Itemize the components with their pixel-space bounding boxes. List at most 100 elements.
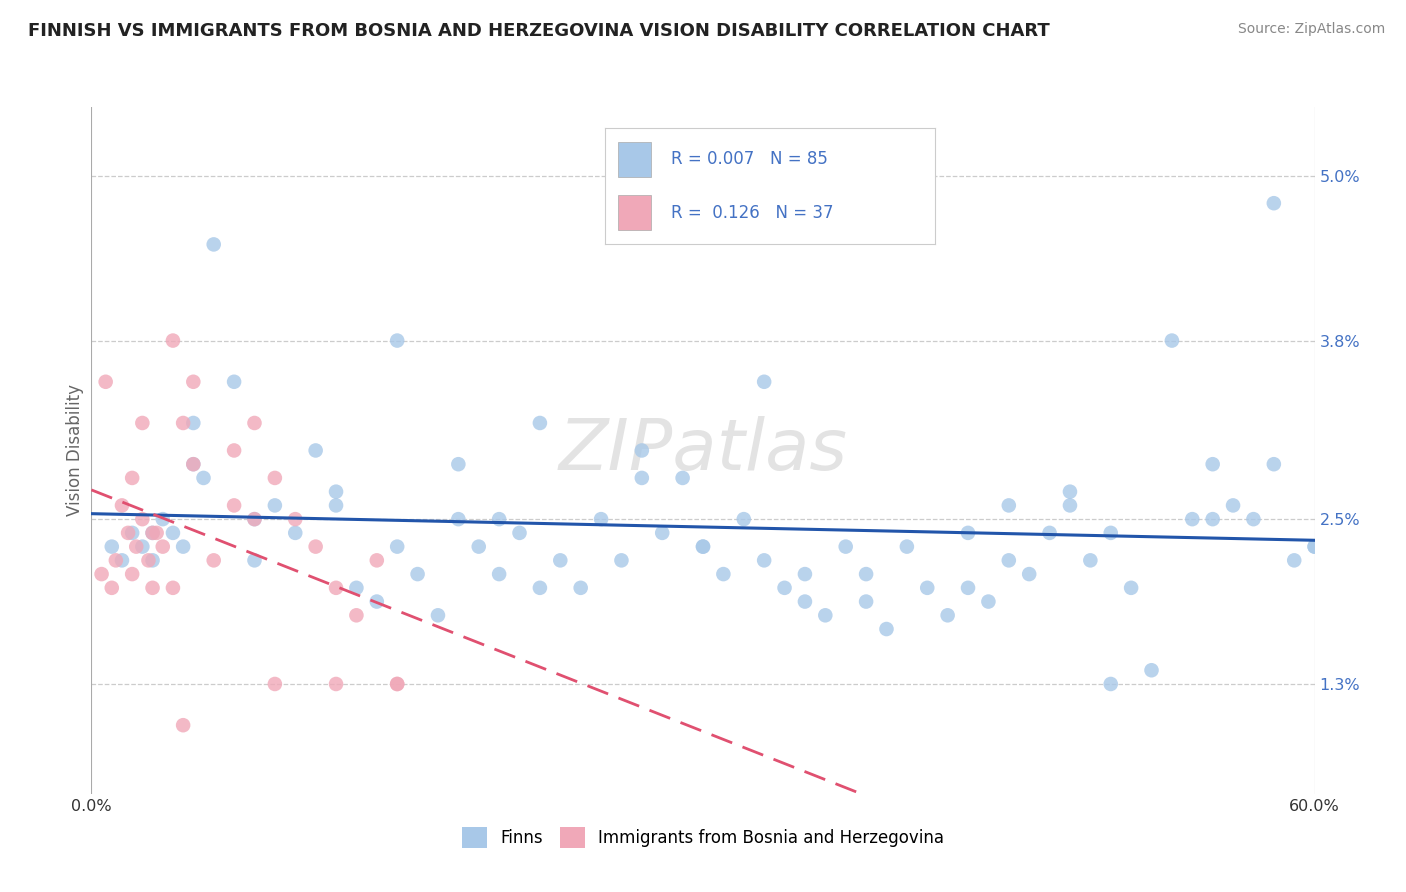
Finns	[467, 540, 491, 554]
Y-axis label: Vision Disability: Vision Disability	[66, 384, 84, 516]
Finns	[1202, 457, 1225, 471]
Immigrants from Bosnia and Herzegovina	[121, 567, 143, 582]
Immigrants from Bosnia and Herzegovina	[172, 718, 194, 732]
Finns	[529, 581, 551, 595]
Immigrants from Bosnia and Herzegovina	[183, 375, 205, 389]
Finns	[1121, 581, 1143, 595]
Immigrants from Bosnia and Herzegovina	[121, 471, 143, 485]
Immigrants from Bosnia and Herzegovina	[264, 471, 287, 485]
Immigrants from Bosnia and Herzegovina	[141, 525, 163, 540]
Finns	[713, 567, 735, 582]
Finns	[754, 553, 776, 567]
Finns	[1263, 196, 1285, 211]
Immigrants from Bosnia and Herzegovina	[172, 416, 194, 430]
Immigrants from Bosnia and Herzegovina	[385, 677, 409, 691]
Finns	[754, 375, 776, 389]
Immigrants from Bosnia and Herzegovina	[264, 677, 287, 691]
Immigrants from Bosnia and Herzegovina	[222, 443, 246, 458]
Finns	[243, 553, 266, 567]
Finns	[957, 525, 980, 540]
Immigrants from Bosnia and Herzegovina	[325, 581, 347, 595]
Finns	[346, 581, 368, 595]
Finns	[1303, 540, 1326, 554]
Finns	[366, 594, 388, 608]
Text: FINNISH VS IMMIGRANTS FROM BOSNIA AND HERZEGOVINA VISION DISABILITY CORRELATION : FINNISH VS IMMIGRANTS FROM BOSNIA AND HE…	[28, 22, 1050, 40]
Finns	[325, 484, 347, 499]
Finns	[631, 471, 654, 485]
Finns	[202, 237, 225, 252]
Immigrants from Bosnia and Herzegovina	[117, 525, 139, 540]
Finns	[998, 499, 1021, 513]
Immigrants from Bosnia and Herzegovina	[222, 499, 246, 513]
Finns	[447, 457, 470, 471]
Finns	[610, 553, 633, 567]
Finns	[814, 608, 837, 623]
Finns	[1140, 663, 1163, 677]
Immigrants from Bosnia and Herzegovina	[325, 677, 347, 691]
Finns	[1303, 540, 1326, 554]
Immigrants from Bosnia and Herzegovina	[162, 581, 184, 595]
Finns	[936, 608, 959, 623]
Finns	[794, 567, 817, 582]
Finns	[591, 512, 613, 526]
Immigrants from Bosnia and Herzegovina	[145, 525, 167, 540]
Immigrants from Bosnia and Herzegovina	[183, 457, 205, 471]
Finns	[183, 416, 205, 430]
Finns	[569, 581, 592, 595]
Immigrants from Bosnia and Herzegovina	[243, 512, 266, 526]
Finns	[917, 581, 939, 595]
Immigrants from Bosnia and Herzegovina	[90, 567, 112, 582]
Finns	[957, 581, 980, 595]
Finns	[855, 567, 877, 582]
Finns	[651, 525, 673, 540]
Finns	[550, 553, 572, 567]
Finns	[101, 540, 124, 554]
Immigrants from Bosnia and Herzegovina	[385, 677, 409, 691]
Immigrants from Bosnia and Herzegovina	[94, 375, 117, 389]
Finns	[1243, 512, 1265, 526]
Finns	[692, 540, 714, 554]
Text: ZIPatlas: ZIPatlas	[558, 416, 848, 485]
Finns	[1099, 525, 1122, 540]
Finns	[488, 567, 510, 582]
Immigrants from Bosnia and Herzegovina	[346, 608, 368, 623]
Finns	[1018, 567, 1040, 582]
Finns	[835, 540, 858, 554]
Immigrants from Bosnia and Herzegovina	[131, 512, 153, 526]
Finns	[875, 622, 898, 636]
Immigrants from Bosnia and Herzegovina	[141, 581, 163, 595]
Finns	[529, 416, 551, 430]
Immigrants from Bosnia and Herzegovina	[366, 553, 388, 567]
Finns	[111, 553, 134, 567]
Finns	[243, 512, 266, 526]
Immigrants from Bosnia and Herzegovina	[104, 553, 127, 567]
Finns	[406, 567, 429, 582]
Finns	[325, 499, 347, 513]
Finns	[1181, 512, 1204, 526]
Finns	[1099, 677, 1122, 691]
Finns	[152, 512, 174, 526]
Legend: Finns, Immigrants from Bosnia and Herzegovina: Finns, Immigrants from Bosnia and Herzeg…	[456, 821, 950, 855]
Immigrants from Bosnia and Herzegovina	[125, 540, 148, 554]
Immigrants from Bosnia and Herzegovina	[101, 581, 124, 595]
Finns	[896, 540, 918, 554]
Immigrants from Bosnia and Herzegovina	[243, 416, 266, 430]
Finns	[304, 443, 326, 458]
Immigrants from Bosnia and Herzegovina	[284, 512, 307, 526]
Immigrants from Bosnia and Herzegovina	[138, 553, 160, 567]
Finns	[193, 471, 215, 485]
Finns	[1222, 499, 1244, 513]
Finns	[488, 512, 510, 526]
Finns	[427, 608, 450, 623]
Finns	[672, 471, 695, 485]
Finns	[162, 525, 184, 540]
Finns	[264, 499, 287, 513]
Finns	[141, 553, 163, 567]
Finns	[1284, 553, 1306, 567]
Finns	[1202, 512, 1225, 526]
Finns	[794, 594, 817, 608]
Immigrants from Bosnia and Herzegovina	[202, 553, 225, 567]
Finns	[631, 443, 654, 458]
Finns	[998, 553, 1021, 567]
Finns	[1059, 499, 1081, 513]
